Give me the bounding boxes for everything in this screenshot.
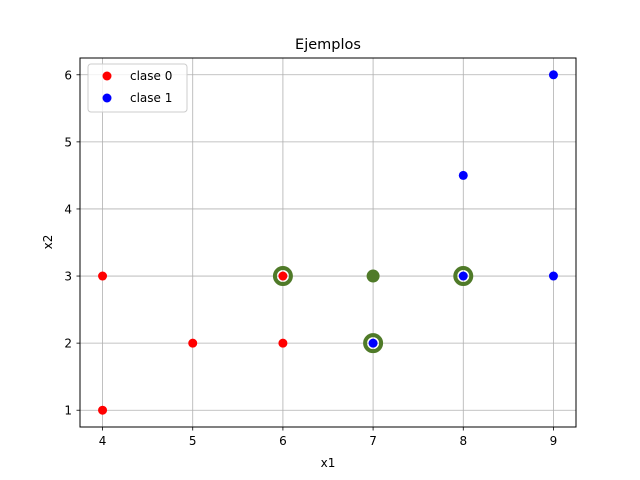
y-tick-label: 5 xyxy=(64,135,72,149)
highlight-ring-point xyxy=(453,266,474,287)
y-tick-label: 2 xyxy=(64,337,72,351)
scatter-point-clase-0 xyxy=(98,271,108,281)
x-axis-title: x1 xyxy=(321,456,336,470)
x-tick-label: 4 xyxy=(99,434,107,448)
highlight-ring-point xyxy=(363,333,384,354)
legend: clase 0 clase 1 xyxy=(87,63,188,113)
scatter-point-clase-1 xyxy=(548,271,558,281)
y-tick-label: 1 xyxy=(64,404,72,418)
y-axis-ticks: 1 2 3 4 5 6 xyxy=(64,68,80,418)
legend-box xyxy=(87,63,188,113)
highlight-ring-point xyxy=(272,266,293,287)
y-tick-label: 6 xyxy=(64,68,72,82)
scatter-point-clase-0 xyxy=(278,338,288,348)
highlight-solid-point xyxy=(366,269,380,283)
legend-marker-clase-1 xyxy=(102,93,112,103)
legend-label-clase-1: clase 1 xyxy=(130,91,172,105)
scatter-point-clase-1 xyxy=(548,70,558,80)
x-tick-label: 8 xyxy=(459,434,467,448)
grid-lines xyxy=(80,58,576,427)
x-axis-ticks: 4 5 6 7 8 9 xyxy=(99,427,558,448)
chart-title: Ejemplos xyxy=(295,37,361,53)
x-tick-label: 9 xyxy=(550,434,558,448)
data-points xyxy=(98,70,558,415)
scatter-point-clase-0 xyxy=(188,338,198,348)
scatter-point-clase-1 xyxy=(458,271,468,281)
highlight-markers xyxy=(272,266,474,354)
x-tick-label: 7 xyxy=(369,434,377,448)
y-tick-label: 3 xyxy=(64,270,72,284)
scatter-point-clase-1 xyxy=(458,170,468,180)
plot-area-background xyxy=(80,58,576,427)
x-tick-label: 6 xyxy=(279,434,287,448)
legend-label-clase-0: clase 0 xyxy=(130,69,172,83)
legend-marker-clase-0 xyxy=(102,71,112,81)
scatter-point-clase-1 xyxy=(368,338,378,348)
scatter-point-clase-0 xyxy=(278,271,288,281)
y-axis-title: x2 xyxy=(41,235,55,250)
scatter-point-clase-0 xyxy=(98,405,108,415)
y-tick-label: 4 xyxy=(64,202,72,216)
x-tick-label: 5 xyxy=(189,434,197,448)
plot-frame xyxy=(79,57,577,428)
